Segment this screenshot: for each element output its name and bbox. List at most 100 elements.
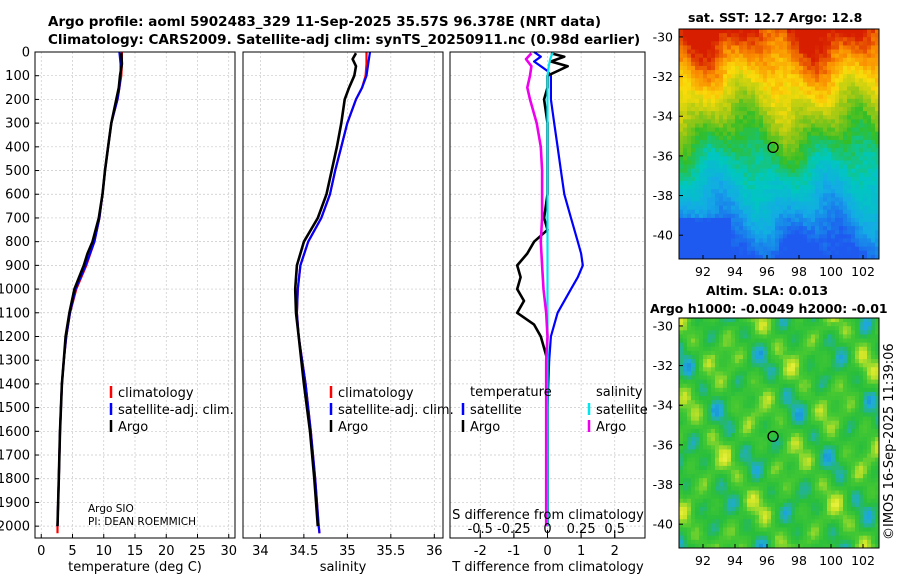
map-cell	[827, 437, 832, 442]
map-cell	[679, 135, 684, 141]
map-cell	[711, 222, 716, 227]
legend-title-salinity: salinity	[596, 385, 643, 400]
map-cell	[851, 334, 856, 340]
map-cell	[823, 326, 828, 331]
map-cell	[779, 168, 784, 174]
map-cell	[695, 371, 700, 377]
map-cell	[847, 111, 852, 116]
map-cell	[839, 250, 844, 256]
map-cell	[855, 90, 860, 96]
map-cell	[819, 123, 824, 129]
map-cell	[743, 148, 748, 153]
map-cell	[679, 49, 684, 55]
map-cell	[695, 201, 700, 207]
map-cell	[747, 189, 752, 194]
map-cell	[679, 29, 684, 34]
map-cell	[823, 322, 828, 327]
map-cell	[871, 123, 876, 129]
map-cell	[679, 176, 684, 182]
map-cell	[831, 209, 836, 215]
map-cell	[787, 61, 792, 67]
map-cell	[779, 164, 784, 170]
map-cell	[771, 375, 776, 381]
map-cell	[771, 469, 776, 475]
map-cell	[791, 94, 796, 100]
map-cell	[783, 82, 788, 88]
map-cell	[743, 449, 748, 455]
map-cell	[799, 400, 804, 405]
map-cell	[807, 37, 812, 42]
map-cell	[823, 180, 828, 186]
map-cell	[863, 82, 868, 88]
map-cell	[691, 144, 696, 149]
map-cell	[683, 424, 688, 430]
map-cell	[851, 457, 856, 463]
map-cell	[867, 33, 872, 38]
map-cell	[771, 242, 776, 248]
map-cell	[787, 342, 792, 348]
map-cell	[723, 180, 728, 186]
map-cell	[875, 449, 879, 455]
map-cell	[679, 371, 684, 377]
map-cell	[847, 334, 852, 340]
map-cell	[847, 131, 852, 137]
map-cell	[723, 330, 728, 336]
map-cell	[759, 205, 764, 211]
map-cell	[699, 197, 704, 203]
map-cell	[835, 156, 840, 162]
map-cell	[859, 363, 864, 368]
map-cell	[691, 391, 696, 397]
map-cell	[819, 213, 824, 219]
map-cell	[859, 383, 864, 389]
map-cell	[815, 424, 820, 430]
map-cell	[823, 135, 828, 141]
map-cell	[811, 185, 816, 190]
map-cell	[787, 45, 792, 51]
map-cell	[735, 65, 740, 71]
map-cell	[727, 193, 732, 198]
map-cell	[795, 363, 800, 368]
map-cell	[787, 37, 792, 42]
map-cell	[863, 49, 868, 55]
map-cell	[751, 420, 756, 426]
map-cell	[847, 119, 852, 125]
map-cell	[723, 37, 728, 42]
map-cell	[811, 41, 816, 47]
map-cell	[747, 115, 752, 120]
map-cell	[871, 469, 876, 475]
map-cell	[747, 254, 752, 259]
x-tick-label: 34.5	[289, 544, 318, 559]
map-cell	[759, 322, 764, 327]
map-cell	[775, 238, 780, 244]
map-cell	[751, 94, 756, 100]
map-cell	[687, 254, 692, 259]
map-cell	[875, 400, 879, 405]
map-cell	[723, 457, 728, 463]
map-cell	[739, 189, 744, 194]
map-cell	[699, 242, 704, 248]
map-cell	[723, 53, 728, 59]
map-cell	[855, 131, 860, 137]
map-cell	[819, 57, 824, 63]
map-cell	[727, 119, 732, 125]
map-cell	[759, 94, 764, 100]
map-cell	[831, 61, 836, 67]
map-cell	[859, 102, 864, 108]
map-cell	[787, 469, 792, 475]
map-cell	[839, 49, 844, 55]
map-cell	[715, 354, 720, 360]
map-cell	[803, 469, 808, 475]
map-cell	[851, 437, 856, 442]
map-cell	[695, 449, 700, 455]
map-cell	[703, 250, 708, 256]
map-cell	[679, 82, 684, 88]
map-cell	[851, 53, 856, 59]
map-cell	[851, 205, 856, 211]
map-cell	[799, 371, 804, 377]
map-cell	[851, 469, 856, 475]
map-cell	[799, 408, 804, 414]
map-cell	[827, 111, 832, 116]
map-cell	[711, 197, 716, 203]
map-cell	[779, 383, 784, 389]
map-cell	[851, 234, 856, 240]
